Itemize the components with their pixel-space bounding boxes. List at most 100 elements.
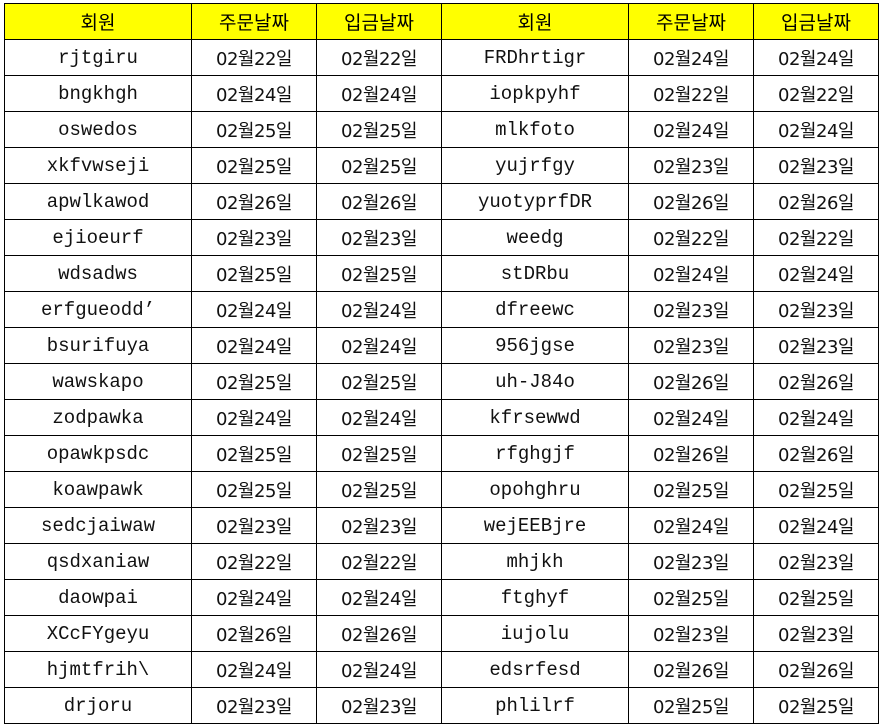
order-date-cell[interactable]: 02월25일: [191, 363, 317, 400]
order-date-cell[interactable]: 02월23일: [191, 219, 317, 256]
order-date-cell[interactable]: 02월22일: [628, 219, 754, 256]
payment-date-cell[interactable]: 02월24일: [753, 399, 879, 436]
payment-date-cell[interactable]: 02월24일: [753, 255, 879, 292]
order-date-cell[interactable]: 02월23일: [628, 615, 754, 652]
member-cell[interactable]: stDRbu: [441, 255, 629, 292]
order-date-cell[interactable]: 02월24일: [628, 255, 754, 292]
order-date-cell[interactable]: 02월24일: [628, 39, 754, 76]
order-date-cell[interactable]: 02월24일: [191, 291, 317, 328]
payment-date-cell[interactable]: 02월24일: [316, 291, 442, 328]
member-cell[interactable]: daowpai: [4, 579, 192, 616]
order-date-cell[interactable]: 02월25일: [628, 579, 754, 616]
order-date-cell[interactable]: 02월23일: [628, 327, 754, 364]
payment-date-cell[interactable]: 02월25일: [753, 687, 879, 724]
payment-date-cell[interactable]: 02월22일: [753, 75, 879, 112]
payment-date-cell[interactable]: 02월22일: [316, 543, 442, 580]
member-cell[interactable]: uh-J84o: [441, 363, 629, 400]
member-cell[interactable]: yujrfgy: [441, 147, 629, 184]
member-cell[interactable]: mhjkh: [441, 543, 629, 580]
member-cell[interactable]: opohghru: [441, 471, 629, 508]
member-cell[interactable]: rjtgiru: [4, 39, 192, 76]
member-cell[interactable]: oswedos: [4, 111, 192, 148]
payment-date-cell[interactable]: 02월26일: [753, 651, 879, 688]
member-cell[interactable]: phlilrf: [441, 687, 629, 724]
payment-date-cell[interactable]: 02월24일: [753, 111, 879, 148]
member-cell[interactable]: wawskapo: [4, 363, 192, 400]
order-date-cell[interactable]: 02월24일: [191, 579, 317, 616]
order-date-cell[interactable]: 02월25일: [191, 255, 317, 292]
member-cell[interactable]: ejioeurf: [4, 219, 192, 256]
member-cell[interactable]: edsrfesd: [441, 651, 629, 688]
payment-date-cell[interactable]: 02월23일: [753, 327, 879, 364]
order-date-cell[interactable]: 02월26일: [191, 615, 317, 652]
member-cell[interactable]: wdsadws: [4, 255, 192, 292]
payment-date-cell[interactable]: 02월23일: [316, 219, 442, 256]
order-date-cell[interactable]: 02월23일: [191, 687, 317, 724]
order-date-cell[interactable]: 02월24일: [628, 399, 754, 436]
order-date-cell[interactable]: 02월23일: [628, 543, 754, 580]
member-cell[interactable]: FRDhrtigr: [441, 39, 629, 76]
order-date-cell[interactable]: 02월24일: [191, 399, 317, 436]
member-cell[interactable]: opawkpsdc: [4, 435, 192, 472]
order-date-cell[interactable]: 02월22일: [191, 543, 317, 580]
payment-date-cell[interactable]: 02월26일: [753, 363, 879, 400]
header-payment-date[interactable]: 입금날짜: [316, 3, 442, 40]
member-cell[interactable]: rfghgjf: [441, 435, 629, 472]
header-order-date[interactable]: 주문날짜: [191, 3, 317, 40]
payment-date-cell[interactable]: 02월24일: [316, 399, 442, 436]
member-cell[interactable]: iujolu: [441, 615, 629, 652]
order-date-cell[interactable]: 02월26일: [628, 651, 754, 688]
payment-date-cell[interactable]: 02월26일: [316, 615, 442, 652]
member-cell[interactable]: apwlkawod: [4, 183, 192, 220]
order-date-cell[interactable]: 02월24일: [628, 111, 754, 148]
order-date-cell[interactable]: 02월24일: [628, 507, 754, 544]
member-cell[interactable]: hjmtfrih\: [4, 651, 192, 688]
order-date-cell[interactable]: 02월22일: [628, 75, 754, 112]
order-date-cell[interactable]: 02월23일: [191, 507, 317, 544]
payment-date-cell[interactable]: 02월26일: [753, 435, 879, 472]
member-cell[interactable]: yuotyprfDR: [441, 183, 629, 220]
payment-date-cell[interactable]: 02월24일: [316, 75, 442, 112]
payment-date-cell[interactable]: 02월22일: [316, 39, 442, 76]
payment-date-cell[interactable]: 02월23일: [316, 687, 442, 724]
member-cell[interactable]: 956jgse: [441, 327, 629, 364]
payment-date-cell[interactable]: 02월23일: [753, 615, 879, 652]
payment-date-cell[interactable]: 02월26일: [316, 183, 442, 220]
member-cell[interactable]: bngkhgh: [4, 75, 192, 112]
member-cell[interactable]: zodpawka: [4, 399, 192, 436]
payment-date-cell[interactable]: 02월24일: [753, 39, 879, 76]
payment-date-cell[interactable]: 02월25일: [316, 363, 442, 400]
order-date-cell[interactable]: 02월24일: [191, 651, 317, 688]
payment-date-cell[interactable]: 02월25일: [316, 147, 442, 184]
order-date-cell[interactable]: 02월25일: [191, 147, 317, 184]
payment-date-cell[interactable]: 02월24일: [316, 579, 442, 616]
payment-date-cell[interactable]: 02월23일: [753, 147, 879, 184]
member-cell[interactable]: dfreewc: [441, 291, 629, 328]
payment-date-cell[interactable]: 02월25일: [316, 435, 442, 472]
payment-date-cell[interactable]: 02월25일: [316, 111, 442, 148]
member-cell[interactable]: kfrsewwd: [441, 399, 629, 436]
payment-date-cell[interactable]: 02월25일: [316, 471, 442, 508]
order-date-cell[interactable]: 02월26일: [191, 183, 317, 220]
order-date-cell[interactable]: 02월22일: [191, 39, 317, 76]
member-cell[interactable]: sedcjaiwaw: [4, 507, 192, 544]
member-cell[interactable]: qsdxaniaw: [4, 543, 192, 580]
member-cell[interactable]: weedg: [441, 219, 629, 256]
member-cell[interactable]: ftghyf: [441, 579, 629, 616]
order-date-cell[interactable]: 02월26일: [628, 363, 754, 400]
payment-date-cell[interactable]: 02월25일: [316, 255, 442, 292]
header-member[interactable]: 회원: [4, 3, 192, 40]
payment-date-cell[interactable]: 02월24일: [316, 327, 442, 364]
payment-date-cell[interactable]: 02월25일: [753, 471, 879, 508]
order-date-cell[interactable]: 02월24일: [191, 327, 317, 364]
order-date-cell[interactable]: 02월26일: [628, 183, 754, 220]
payment-date-cell[interactable]: 02월23일: [753, 543, 879, 580]
member-cell[interactable]: xkfvwseji: [4, 147, 192, 184]
order-date-cell[interactable]: 02월25일: [628, 471, 754, 508]
payment-date-cell[interactable]: 02월23일: [753, 291, 879, 328]
member-cell[interactable]: mlkfoto: [441, 111, 629, 148]
member-cell[interactable]: wejEEBjre: [441, 507, 629, 544]
member-cell[interactable]: bsurifuya: [4, 327, 192, 364]
payment-date-cell[interactable]: 02월23일: [316, 507, 442, 544]
header-payment-date[interactable]: 입금날짜: [753, 3, 879, 40]
